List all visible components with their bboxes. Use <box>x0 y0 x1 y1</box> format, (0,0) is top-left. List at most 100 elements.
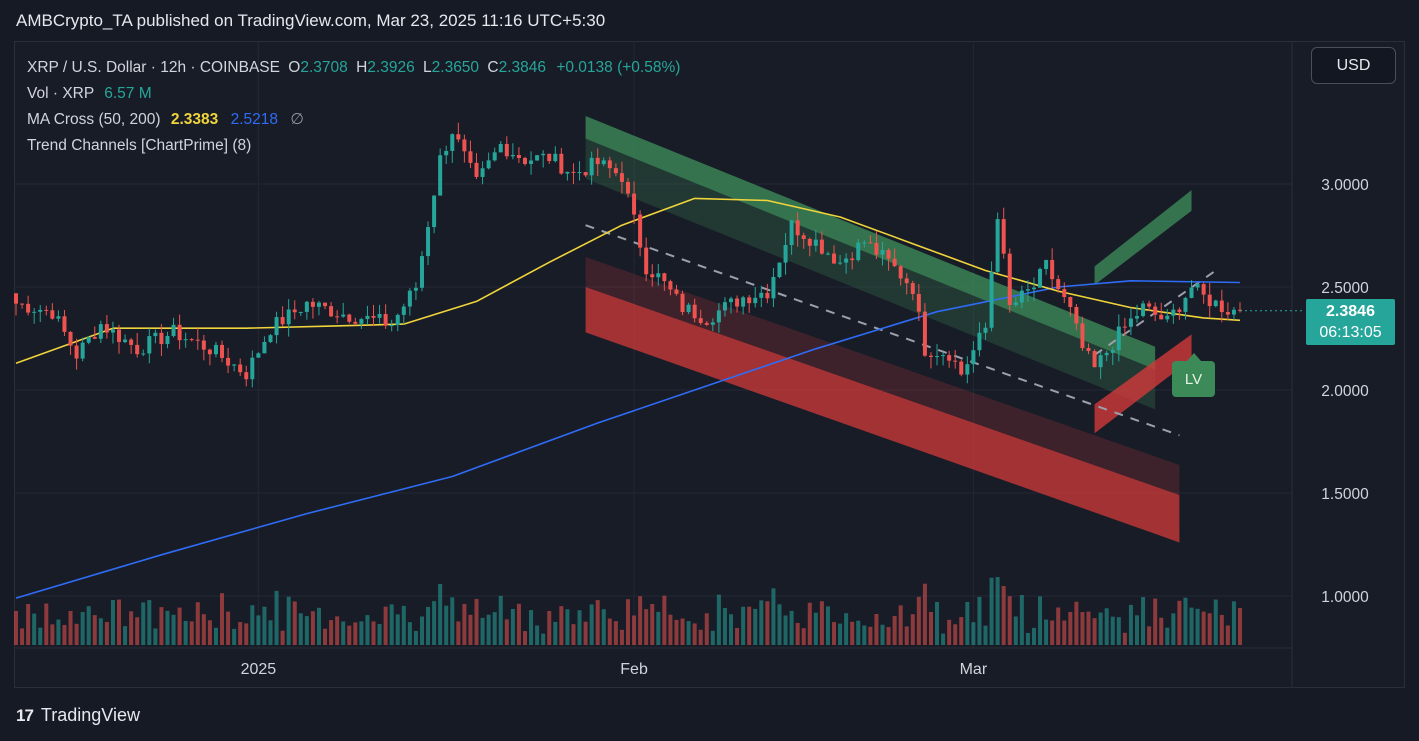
candle-body <box>129 339 134 345</box>
volume-bar <box>619 629 624 645</box>
volume-bar <box>183 620 188 645</box>
volume-bar <box>377 623 382 645</box>
candle-body <box>20 303 25 305</box>
y-tick-label: 1.5000 <box>1321 486 1369 503</box>
volume-bar <box>189 621 194 645</box>
candle-body <box>1080 323 1085 349</box>
volume-bar <box>1013 616 1018 645</box>
candle-body <box>1044 260 1049 270</box>
legend-row-ma: MA Cross (50, 200) 2.3383 2.5218 ∅ <box>27 107 680 133</box>
volume-bar <box>1056 607 1061 645</box>
volume-bar <box>365 615 370 645</box>
low-label: L <box>423 59 432 76</box>
volume-bar <box>971 622 976 645</box>
ma200-line <box>15 280 1241 599</box>
volume-bars <box>14 577 1242 645</box>
volume-bar <box>650 604 655 645</box>
candle-body <box>68 331 73 346</box>
candle-body <box>577 172 582 174</box>
volume-bar <box>1080 612 1085 645</box>
candle-body <box>480 168 485 177</box>
candle-body <box>1195 284 1200 288</box>
volume-bar <box>1159 617 1164 645</box>
candle-body <box>383 314 388 326</box>
volume-bar <box>632 615 637 645</box>
volume-bar <box>874 614 879 645</box>
volume-bar <box>922 583 927 645</box>
volume-bar <box>1019 595 1024 645</box>
volume-bar <box>783 615 788 645</box>
volume-bar <box>813 612 818 645</box>
ma-cross-label[interactable]: MA Cross (50, 200) <box>27 111 161 128</box>
candle-body <box>135 344 140 355</box>
candle-body <box>123 339 128 343</box>
candle-body <box>583 172 588 176</box>
candle-body <box>862 242 867 244</box>
volume-bar <box>413 630 418 645</box>
volume-bar <box>777 604 782 645</box>
footer-brand: TradingView <box>40 705 140 725</box>
volume-label[interactable]: Vol · XRP <box>27 85 94 102</box>
volume-bar <box>304 616 309 645</box>
candle-body <box>1189 287 1194 298</box>
open-label: O <box>288 59 301 76</box>
volume-bar <box>1153 598 1158 645</box>
volume-bar <box>832 622 837 645</box>
candle-body <box>795 220 800 236</box>
candle-body <box>753 297 758 304</box>
volume-bar <box>807 602 812 645</box>
candle-body <box>832 253 837 264</box>
trend-channels-label[interactable]: Trend Channels [ChartPrime] (8) <box>27 137 252 154</box>
volume-bar <box>1189 607 1194 645</box>
candle-body <box>825 253 830 255</box>
candle-body <box>777 262 782 278</box>
candle-body <box>250 357 255 380</box>
volume-bar <box>62 624 67 645</box>
symbol-label[interactable]: XRP / U.S. Dollar · 12h · COINBASE <box>27 59 280 76</box>
candle-body <box>765 292 770 299</box>
currency-button[interactable]: USD <box>1311 47 1396 84</box>
legend-row-trend: Trend Channels [ChartPrime] (8) <box>27 133 680 159</box>
candle-body <box>1050 260 1055 280</box>
candle-body <box>359 319 364 324</box>
candle-body <box>595 157 600 165</box>
volume-bar <box>50 624 55 645</box>
volume-bar <box>141 602 146 645</box>
candle-body <box>256 353 261 358</box>
volume-bar <box>1195 608 1200 645</box>
volume-bar <box>656 611 661 645</box>
candle-body <box>1165 315 1170 320</box>
candle-body <box>347 314 352 322</box>
footer[interactable]: 17 TradingView <box>16 705 140 726</box>
candle-body <box>995 219 1000 272</box>
volume-bar <box>129 611 134 645</box>
volume-bar <box>135 617 140 645</box>
candle-body <box>1031 287 1036 290</box>
tradingview-logo-icon: 17 <box>16 705 34 725</box>
volume-bar <box>910 614 915 645</box>
volume-bar <box>480 617 485 645</box>
candle-body <box>1153 306 1158 315</box>
volume-bar <box>238 622 243 645</box>
candle-body <box>662 273 667 282</box>
volume-bar <box>759 600 764 645</box>
volume-bar <box>419 616 424 645</box>
volume-bar <box>92 615 97 645</box>
volume-bar <box>468 614 473 645</box>
volume-bar <box>680 618 685 645</box>
candle-body <box>183 339 188 341</box>
candle-body <box>892 258 897 267</box>
candle-body <box>638 214 643 248</box>
candle-body <box>213 344 218 355</box>
volume-bar <box>147 600 152 645</box>
x-tick-label: Mar <box>960 661 988 678</box>
candle-body <box>722 302 727 311</box>
volume-bar <box>353 622 358 645</box>
volume-bar <box>601 609 606 645</box>
volume-bar <box>898 605 903 645</box>
volume-bar <box>1238 608 1242 645</box>
candle-body <box>419 256 424 288</box>
candle-body <box>310 301 315 307</box>
candle-body <box>619 173 624 182</box>
